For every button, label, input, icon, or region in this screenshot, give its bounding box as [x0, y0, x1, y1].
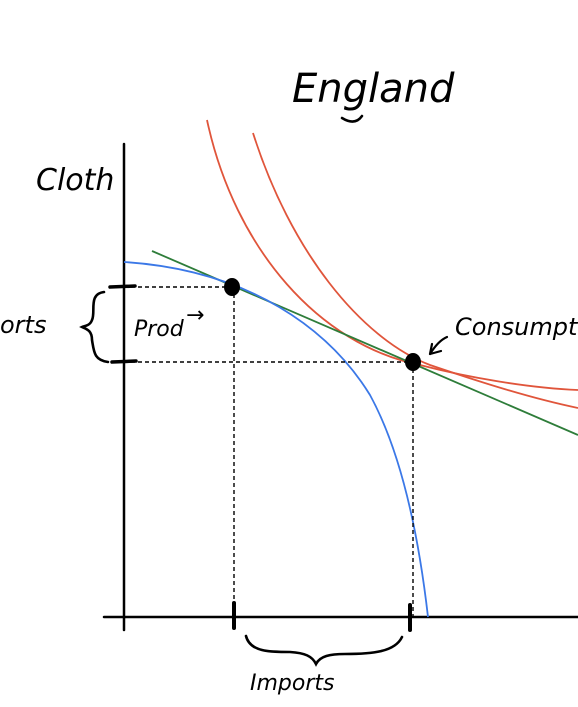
title-underline-stroke [340, 114, 364, 123]
production-possibility-frontier [123, 261, 429, 618]
indifference-curve-lower [206, 119, 578, 391]
imports-label: Imports [250, 671, 334, 696]
consumption-label: Consumption [455, 313, 578, 341]
y-tick-production [108, 284, 137, 289]
consumption-arrow-head [428, 342, 443, 356]
production-arrow: → [186, 303, 204, 328]
production-label: Prod [134, 317, 185, 342]
imports-brace [244, 634, 404, 667]
y-tick-consumption [110, 359, 138, 364]
consumption-point [405, 353, 421, 371]
exports-label-fragment: orts [0, 311, 46, 339]
production-point [224, 278, 240, 296]
diagram-title: England [292, 66, 455, 112]
y-axis-label: Cloth [36, 163, 114, 198]
exports-brace [79, 290, 110, 364]
